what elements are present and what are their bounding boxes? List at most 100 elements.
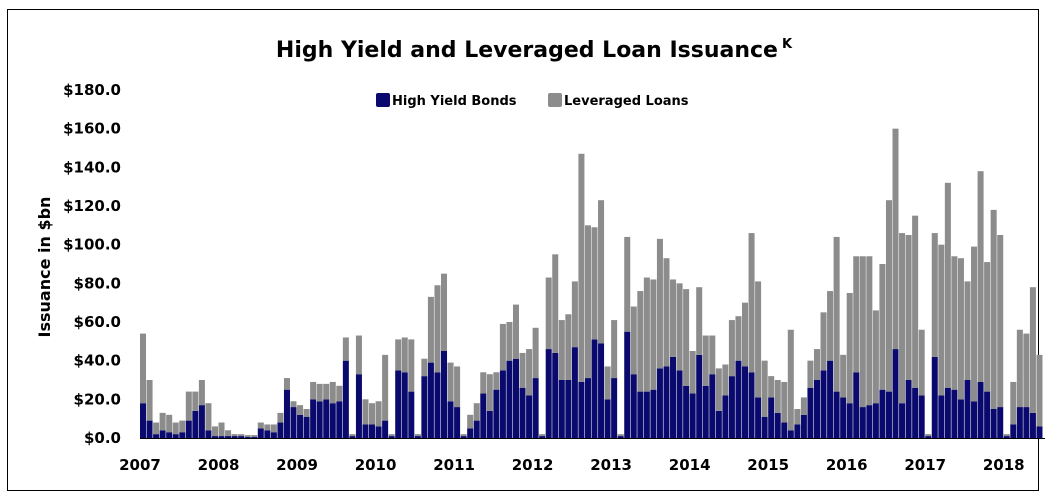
bar-leveraged-loans (388, 434, 395, 437)
x-tick-label: 2014 (669, 456, 711, 474)
bar-high-yield (624, 331, 631, 438)
bar-high-yield (800, 414, 807, 438)
bar-high-yield (1010, 424, 1017, 438)
bar-leveraged-loans (800, 397, 807, 415)
bar-leveraged-loans (192, 391, 199, 411)
bar-leveraged-loans (663, 258, 670, 367)
bar-high-yield (761, 416, 768, 438)
bar-high-yield (951, 389, 958, 438)
bar-leveraged-loans (395, 339, 402, 371)
bar-high-yield (532, 378, 539, 438)
y-tick-label: $40.0 (74, 352, 121, 370)
x-tick-label: 2016 (826, 456, 868, 474)
x-tick-label: 2013 (590, 456, 632, 474)
bar-leveraged-loans (408, 339, 415, 392)
bar-leveraged-loans (650, 279, 657, 390)
bar-leveraged-loans (944, 182, 951, 388)
bar-leveraged-loans (1003, 434, 1010, 437)
bar-leveraged-loans (369, 403, 376, 425)
bar-leveraged-loans (1036, 354, 1043, 427)
bar-high-yield (853, 372, 860, 438)
bar-leveraged-loans (892, 128, 899, 350)
bar-leveraged-loans (637, 291, 644, 392)
bar-leveraged-loans (853, 256, 860, 373)
bar-leveraged-loans (715, 368, 722, 411)
bar-high-yield (892, 349, 899, 438)
bar-high-yield (637, 391, 644, 438)
bar-high-yield (598, 343, 605, 438)
bar-leveraged-loans (670, 279, 677, 357)
bar-high-yield (565, 380, 572, 438)
bar-high-yield (447, 401, 454, 438)
bar-leveraged-loans (283, 378, 290, 390)
bar-leveraged-loans (807, 360, 814, 388)
bar-high-yield (604, 399, 611, 438)
bar-leveraged-loans (833, 236, 840, 392)
bar-leveraged-loans (238, 434, 245, 437)
bar-high-yield (185, 420, 192, 438)
bar-leveraged-loans (140, 333, 147, 404)
bar-leveraged-loans (1029, 287, 1036, 413)
bar-high-yield (1023, 407, 1030, 438)
y-tick-label: $180.0 (63, 81, 121, 99)
bar-leveraged-loans (231, 434, 238, 437)
bar-high-yield (663, 366, 670, 438)
bar-high-yield (153, 434, 160, 438)
bar-high-yield (454, 407, 461, 438)
bar-high-yield (905, 380, 912, 438)
bar-high-yield (342, 360, 349, 438)
bar-leveraged-loans (630, 306, 637, 375)
chart-title: High Yield and Leveraged Loan Issuance K (276, 37, 793, 63)
bar-high-yield (578, 381, 585, 438)
bar-leveraged-loans (879, 264, 886, 390)
bar-leveraged-loans (225, 430, 232, 437)
bar-leveraged-loans (794, 409, 801, 425)
x-tick-label: 2015 (747, 456, 789, 474)
bar-high-yield (336, 401, 343, 438)
bar-high-yield (866, 405, 873, 438)
bar-high-yield (251, 437, 258, 438)
y-tick-label: $80.0 (74, 274, 121, 292)
bar-high-yield (787, 430, 794, 438)
x-tick-label: 2009 (276, 456, 318, 474)
bar-high-yield (231, 436, 238, 438)
bar-leveraged-loans (342, 337, 349, 361)
bar-high-yield (218, 436, 225, 438)
bar-leveraged-loans (840, 354, 847, 398)
bar-leveraged-loans (722, 364, 729, 396)
bar-high-yield (283, 389, 290, 438)
bar-high-yield (329, 403, 336, 438)
bar-leveraged-loans (323, 383, 330, 400)
bar-leveraged-loans (153, 422, 160, 435)
bar-high-yield (689, 393, 696, 438)
bar-leveraged-loans (617, 434, 624, 437)
bar-high-yield (617, 436, 624, 438)
legend-label-high-yield: High Yield Bonds (392, 94, 517, 109)
bar-high-yield (493, 389, 500, 438)
bar-high-yield (434, 372, 441, 438)
bar-leveraged-loans (696, 287, 703, 355)
bar-leveraged-loans (480, 372, 487, 394)
bar-leveraged-loans (382, 354, 389, 421)
bar-leveraged-loans (185, 391, 192, 421)
bar-leveraged-loans (977, 171, 984, 382)
bar-high-yield (264, 430, 271, 438)
bar-high-yield (238, 436, 245, 438)
bar-high-yield (408, 391, 415, 438)
bar-high-yield (748, 372, 755, 438)
bar-high-yield (166, 432, 173, 438)
bar-high-yield (211, 436, 218, 438)
bar-leveraged-loans (251, 435, 258, 438)
bar-leveraged-loans (532, 327, 539, 379)
bar-leveraged-loans (198, 380, 205, 406)
bar-high-yield (899, 403, 906, 438)
bar-leveraged-loans (604, 366, 611, 400)
bar-leveraged-loans (591, 227, 598, 340)
bar-high-yield (820, 370, 827, 438)
bar-high-yield (977, 381, 984, 438)
bar-leveraged-loans (702, 335, 709, 386)
bar-high-yield (755, 397, 762, 438)
bar-leveraged-loans (297, 405, 304, 415)
bar-leveraged-loans (329, 381, 336, 404)
bar-leveraged-loans (205, 403, 212, 431)
